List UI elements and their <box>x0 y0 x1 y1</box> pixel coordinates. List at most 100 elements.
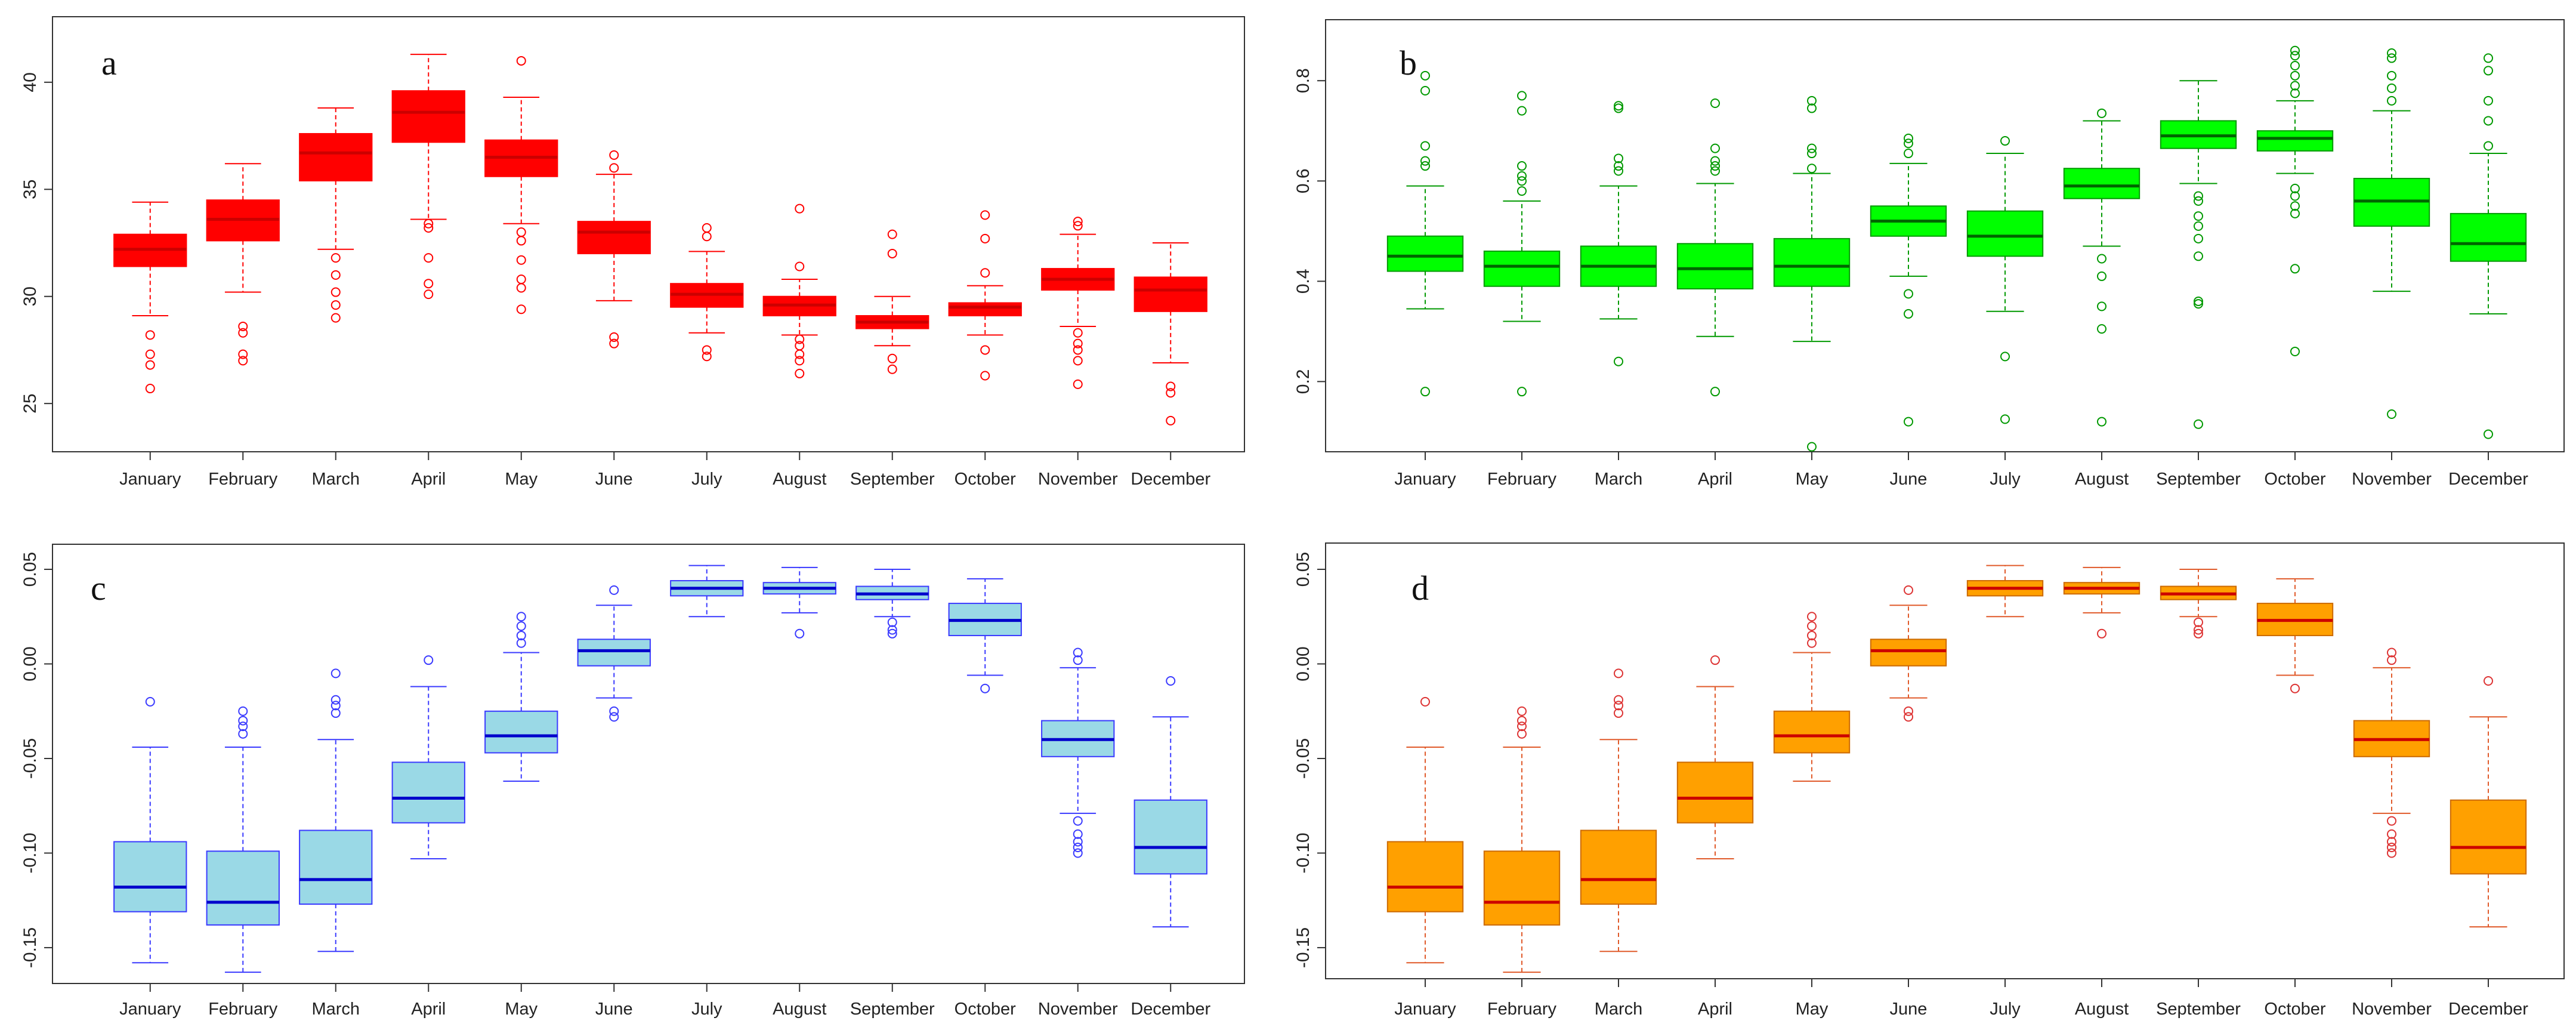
iqr-box <box>391 90 465 143</box>
x-tick-label: January <box>119 470 181 489</box>
box-may <box>1773 95 1851 452</box>
outlier-point <box>1807 612 1817 622</box>
outlier-point <box>1517 706 1527 716</box>
box-december <box>2450 53 2527 439</box>
outlier-point <box>1904 712 1913 722</box>
y-tick-label: -0.05 <box>1293 738 1313 779</box>
box-march <box>1580 668 1657 952</box>
x-tick-label: November <box>2352 1000 2432 1019</box>
outlier-point <box>702 223 712 233</box>
y-tick-label: 0.00 <box>20 646 40 681</box>
outlier-point <box>1073 338 1083 349</box>
y-tick-label: 0.4 <box>1293 269 1313 294</box>
box-october <box>948 578 1022 693</box>
outlier-point <box>1517 106 1527 116</box>
outlier-point <box>1710 143 1720 153</box>
outlier-point <box>2387 837 2396 847</box>
x-tick-label: November <box>1038 1000 1118 1019</box>
outlier-point <box>2387 53 2396 63</box>
outlier-point <box>1517 186 1527 196</box>
iqr-box <box>1133 799 1207 875</box>
outlier-point <box>2194 617 2203 627</box>
box-july <box>670 565 744 618</box>
x-tick-label: April <box>1698 470 1732 489</box>
outlier-point <box>795 341 805 351</box>
outlier-point <box>424 289 434 300</box>
outlier-point <box>2194 233 2203 243</box>
x-tick-label: January <box>1394 470 1456 489</box>
outlier-point <box>2387 409 2396 419</box>
outlier-point <box>2387 83 2396 93</box>
outlier-point <box>1517 729 1527 739</box>
outlier-point <box>516 275 526 285</box>
x-tick-label: October <box>2264 1000 2325 1019</box>
iqr-box <box>577 221 651 254</box>
outlier-point <box>424 279 434 289</box>
panel-b: b 0.2 0.4 0.6 0.8 January February March April Ma… <box>1293 19 2565 489</box>
outlier-point <box>1710 655 1720 665</box>
x-tick-label: May <box>505 1000 538 1019</box>
outlier-point <box>2387 655 2396 665</box>
outlier-point <box>331 708 341 718</box>
outlier-point <box>2387 829 2396 839</box>
x-tick-label: June <box>595 1000 633 1019</box>
x-tick-label: March <box>311 1000 360 1019</box>
outlier-point <box>1420 387 1430 397</box>
outlier-point <box>2387 648 2396 658</box>
iqr-box <box>1580 830 1657 905</box>
outlier-point <box>795 368 805 378</box>
outlier-point <box>702 345 712 355</box>
x-tick-label: November <box>1038 470 1118 489</box>
x-tick-label: December <box>1131 1000 1210 1019</box>
box-july <box>1966 136 2044 424</box>
box-november <box>2353 648 2430 858</box>
panel-a: a 25 30 35 40 January February March April May Jun… <box>20 16 1245 489</box>
iqr-box <box>948 302 1022 317</box>
x-tick-label: February <box>208 1000 278 1019</box>
outlier-point <box>1073 829 1083 839</box>
outlier-point <box>2290 346 2300 356</box>
outlier-point <box>1073 345 1083 355</box>
box-september <box>855 229 929 374</box>
outlier-point <box>516 630 526 640</box>
x-tick-label: April <box>1698 1000 1732 1019</box>
x-tick-label: December <box>1131 470 1210 489</box>
outlier-point <box>2290 683 2300 693</box>
outlier-point <box>1710 156 1720 166</box>
outlier-point <box>331 695 341 705</box>
iqr-box <box>2450 212 2527 262</box>
outlier-point <box>1807 638 1817 648</box>
iqr-box <box>484 710 558 754</box>
box-august <box>2063 566 2141 639</box>
iqr-box <box>1133 276 1207 312</box>
box-december <box>1133 676 1207 928</box>
x-tick-label: July <box>1990 470 2021 489</box>
box-june <box>1870 585 1947 722</box>
outlier-point <box>424 223 434 233</box>
outlier-point <box>2290 45 2300 56</box>
panel-label: a <box>101 44 117 82</box>
outlier-point <box>238 706 248 716</box>
iqr-box <box>577 639 651 667</box>
outlier-point <box>424 253 434 263</box>
outlier-point <box>145 330 155 340</box>
iqr-box <box>1773 238 1851 287</box>
box-august <box>2063 108 2141 427</box>
iqr-box <box>1966 210 2044 257</box>
outlier-point <box>1904 417 1913 427</box>
outlier-point <box>1904 706 1913 716</box>
box-february <box>206 163 280 366</box>
outlier-point <box>238 356 248 366</box>
outlier-point <box>516 612 526 622</box>
outlier-point <box>1710 98 1720 109</box>
outlier-point <box>2097 108 2106 118</box>
x-tick-label: October <box>955 1000 1016 1019</box>
outlier-point <box>2484 116 2493 126</box>
box-february <box>1483 706 1561 973</box>
box-june <box>577 150 651 349</box>
outlier-point <box>609 712 619 722</box>
box-january <box>113 696 187 964</box>
outlier-point <box>980 683 990 693</box>
outlier-point <box>1614 695 1623 705</box>
outlier-point <box>1904 309 1913 319</box>
